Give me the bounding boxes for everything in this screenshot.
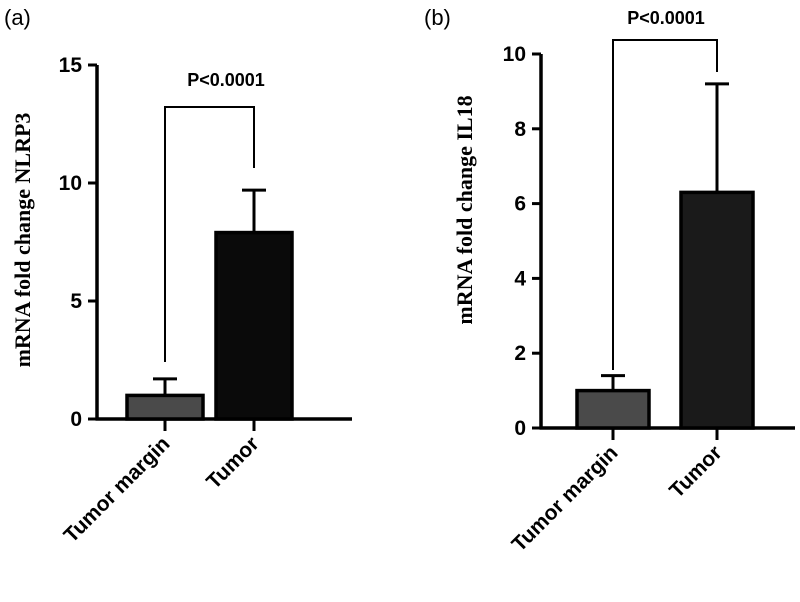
y-tick-label: 2: [514, 342, 526, 365]
p-value-label: P<0.0001: [187, 70, 265, 90]
significance-bracket-line: [612, 39, 718, 370]
panel-b: (b) mRNA fold change IL18 0 2 4 6 8 10 Tumor …: [424, 5, 795, 556]
y-axis-label-a: mRNA fold change NLRP3: [10, 113, 35, 368]
y-tick-label: 15: [59, 54, 83, 77]
panel-a: (a) mRNA fold change NLRP3 0 5 10 15 Tumor …: [4, 5, 352, 547]
axes-b: [539, 54, 795, 430]
significance-bracket-line: [164, 106, 255, 362]
y-tick-label: 0: [70, 408, 82, 431]
category-labels-b: Tumor margin Tumor: [508, 428, 727, 556]
category-label: Tumor margin: [508, 441, 623, 556]
bars-b: [575, 190, 755, 430]
p-value-label: P<0.0001: [627, 8, 705, 28]
y-tick-label: 5: [70, 290, 82, 313]
category-label: Tumor: [202, 432, 263, 493]
bars-a: [125, 230, 294, 421]
y-tick-label: 4: [514, 267, 526, 290]
category-labels-a: Tumor margin Tumor: [60, 419, 264, 547]
bar: [214, 230, 294, 421]
y-tick-label: 6: [514, 193, 526, 216]
bar: [575, 388, 651, 430]
y-tick-label: 8: [514, 118, 526, 141]
y-tick-label: 10: [503, 43, 526, 66]
panel-label-b: (b): [424, 5, 451, 30]
y-ticks-b: 0 2 4 6 8 10: [503, 43, 541, 440]
y-tick-label: 0: [514, 417, 526, 440]
y-ticks-a: 0 5 10 15: [59, 54, 97, 431]
bar: [125, 393, 205, 421]
significance-bracket-b: P<0.0001: [612, 8, 718, 370]
category-label: Tumor: [665, 441, 726, 502]
category-label: Tumor margin: [60, 432, 175, 547]
error-bars-a: [153, 188, 266, 396]
y-tick-label: 10: [59, 172, 82, 195]
significance-bracket-a: P<0.0001: [164, 70, 265, 362]
bar: [679, 190, 755, 430]
panel-label-a: (a): [4, 5, 31, 30]
y-axis-label-b: mRNA fold change IL18: [452, 95, 477, 324]
error-bars-b: [601, 82, 729, 391]
